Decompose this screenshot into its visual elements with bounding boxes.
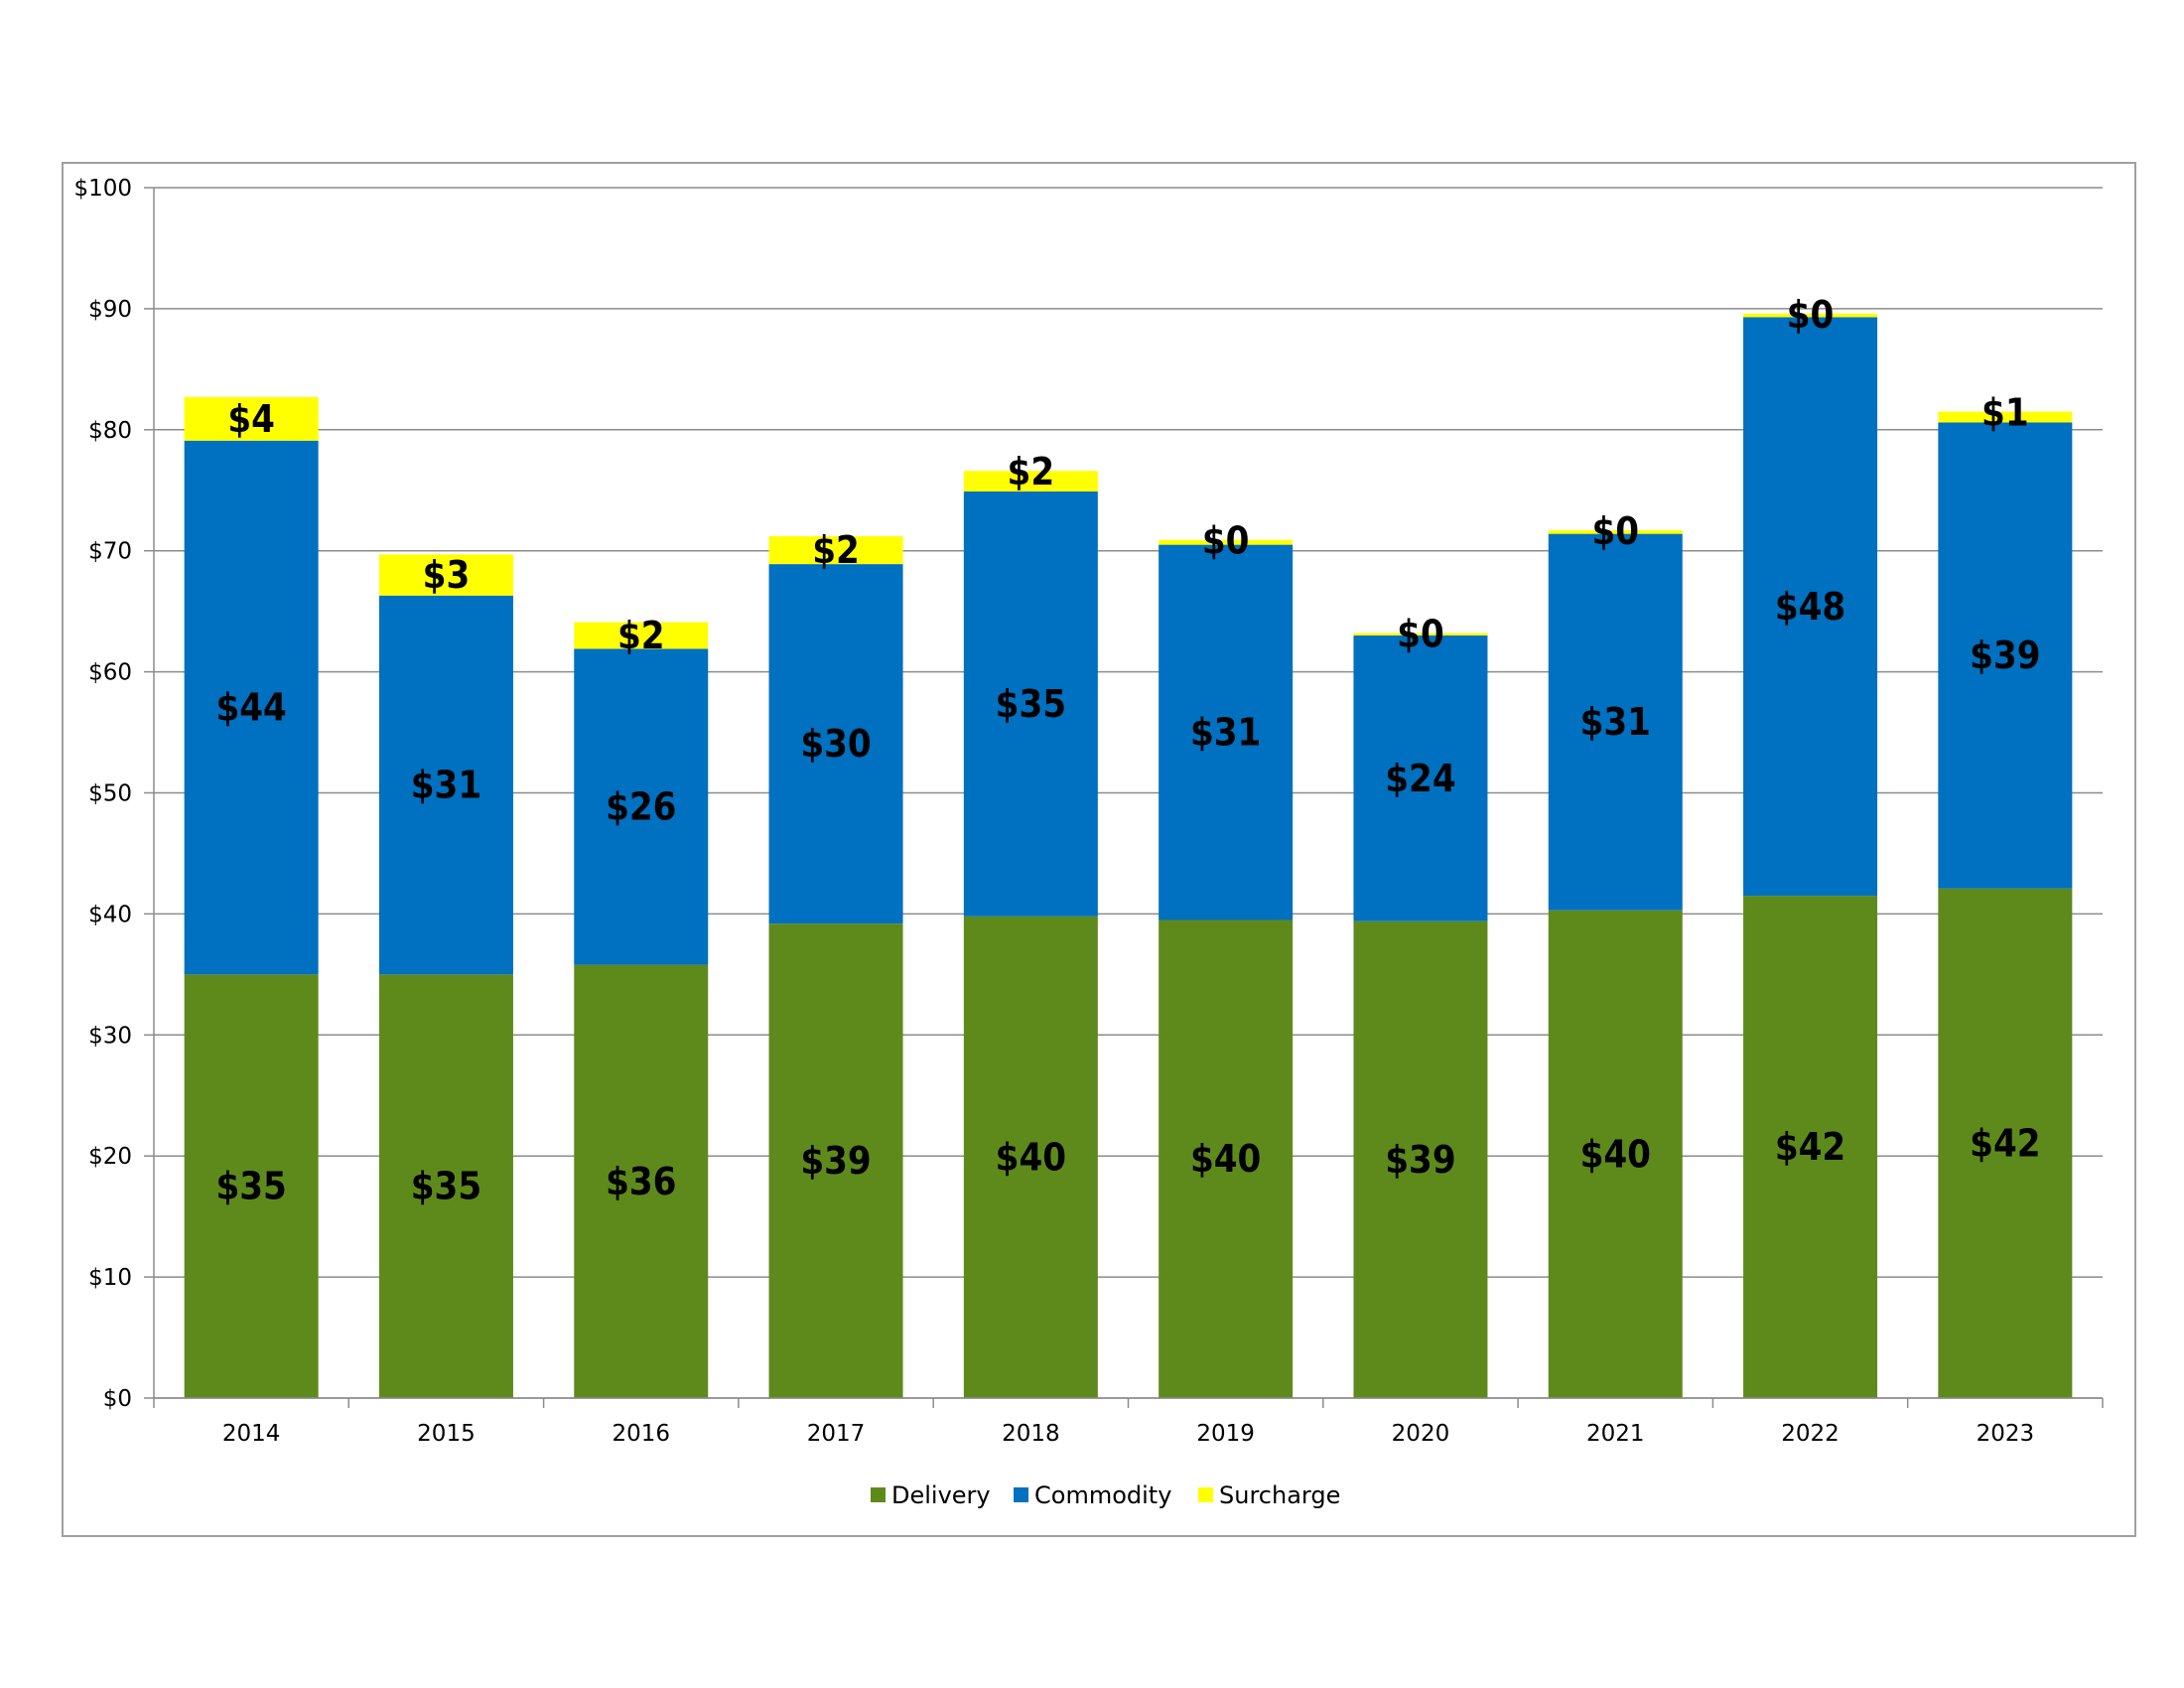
bar-delivery [184,974,319,1398]
bar-commodity [574,648,709,965]
bar-surcharge [1548,529,1683,534]
data-label-delivery: $40 [1580,1132,1651,1176]
bar-commodity [1548,533,1683,911]
bar-delivery [1743,896,1878,1398]
data-label-surcharge: $2 [617,614,665,657]
data-label-commodity: $44 [215,686,286,730]
data-label-commodity: $39 [1970,633,2040,677]
bar-surcharge [1353,633,1488,636]
data-label-delivery: $36 [606,1160,676,1203]
y-tick-label: $60 [88,660,132,686]
x-tick-label: 2019 [1196,1421,1255,1447]
bar-commodity [963,491,1098,916]
data-label-commodity: $31 [411,764,481,807]
bar-commodity [1353,635,1488,921]
bar-delivery [963,915,1098,1398]
bar-commodity [768,564,903,924]
x-tick-label: 2014 [222,1421,281,1447]
bar-commodity [184,440,319,975]
bar-surcharge [1938,411,2073,423]
bar-delivery [574,964,709,1398]
data-label-surcharge: $3 [423,553,471,597]
data-label-commodity: $35 [996,682,1066,726]
data-label-surcharge: $0 [1397,613,1444,656]
data-label-surcharge: $1 [1981,391,2029,435]
bar-commodity [1938,422,2073,889]
data-label-delivery: $39 [1385,1138,1455,1182]
bar-delivery [1159,919,1294,1398]
bar-surcharge [1743,313,1878,318]
x-tick-label: 2022 [1781,1421,1840,1447]
bar-commodity [378,595,513,975]
bar-commodity [1159,544,1294,920]
bar-delivery [768,923,903,1398]
data-label-surcharge: $2 [812,528,860,572]
x-tick-label: 2018 [1002,1421,1060,1447]
bar-delivery [1353,920,1488,1398]
data-label-delivery: $40 [1190,1137,1261,1181]
data-label-commodity: $30 [800,722,871,766]
data-label-surcharge: $0 [1591,509,1639,553]
bar-delivery [1548,910,1683,1398]
bar-surcharge [184,396,319,441]
x-tick-label: 2016 [612,1421,670,1447]
x-tick-label: 2020 [1392,1421,1450,1447]
bar-surcharge [963,471,1098,492]
bar-surcharge [378,554,513,596]
y-tick-label: $80 [88,418,132,444]
data-label-commodity: $48 [1775,585,1845,629]
data-label-delivery: $35 [411,1165,481,1208]
data-label-surcharge: $0 [1787,293,1835,337]
data-label-delivery: $40 [996,1135,1066,1179]
bar-surcharge [574,622,709,649]
bar-delivery [1938,888,2073,1398]
bar-surcharge [1159,539,1294,545]
y-tick-label: $0 [103,1386,132,1412]
data-label-surcharge: $4 [227,397,275,441]
x-tick-label: 2015 [417,1421,476,1447]
data-label-delivery: $42 [1970,1121,2040,1165]
bar-delivery [378,974,513,1398]
y-tick-label: $40 [88,902,132,927]
y-tick-label: $70 [88,539,132,565]
data-label-commodity: $24 [1385,757,1455,800]
data-label-surcharge: $2 [1008,450,1055,493]
data-label-commodity: $26 [606,785,676,829]
legend-label-commodity: Commodity [1034,1481,1171,1509]
x-tick-label: 2023 [1977,1421,2035,1447]
legend-label-surcharge: Surcharge [1219,1481,1340,1509]
legend-swatch-delivery [871,1487,886,1502]
bar-commodity [1743,317,1878,897]
x-tick-label: 2021 [1586,1421,1645,1447]
legend-swatch-commodity [1014,1487,1028,1502]
y-tick-label: $30 [88,1023,132,1049]
y-tick-label: $10 [88,1265,132,1291]
bar-surcharge [768,536,903,565]
chart-frame [62,162,2136,1537]
data-label-commodity: $31 [1190,711,1261,755]
y-tick-label: $100 [73,176,132,202]
y-tick-label: $20 [88,1144,132,1170]
data-label-delivery: $39 [800,1139,871,1183]
data-label-delivery: $35 [215,1165,286,1208]
y-tick-label: $50 [88,781,132,807]
data-label-commodity: $31 [1580,700,1651,744]
data-label-surcharge: $0 [1202,519,1250,563]
x-tick-label: 2017 [807,1421,866,1447]
legend-swatch-surcharge [1198,1487,1213,1502]
y-tick-label: $90 [88,297,132,323]
legend-label-delivery: Delivery [891,1481,991,1509]
data-label-delivery: $42 [1775,1125,1845,1169]
